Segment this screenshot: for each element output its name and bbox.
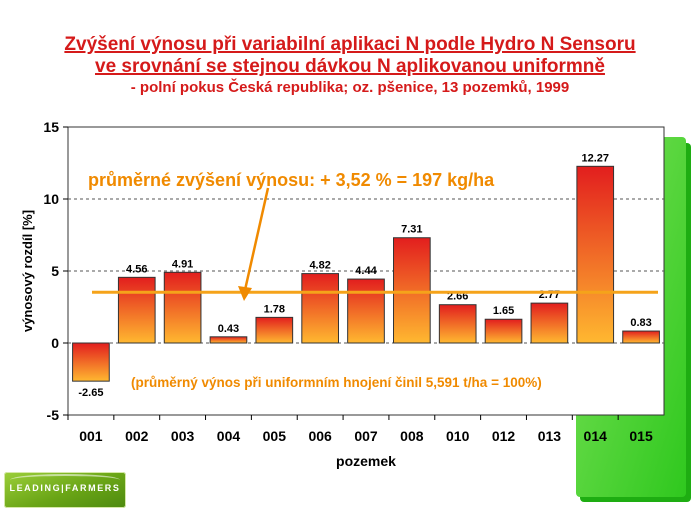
y-tick-label: 0 (51, 335, 59, 351)
x-tick-label: 006 (308, 428, 332, 444)
x-axis-label: pozemek (336, 453, 396, 469)
bar-value-label: 0.83 (630, 317, 651, 329)
bar (622, 330, 660, 344)
logo-text: LEADING|FARMERS (9, 483, 121, 493)
leading-farmers-logo: LEADING|FARMERS (4, 472, 126, 508)
bar (576, 165, 615, 344)
x-tick-label: 008 (400, 428, 424, 444)
bar (530, 302, 569, 344)
chart-title-line-1: Zvýšení výnosu při variabilní aplikaci N… (64, 34, 636, 55)
x-tick-label: 004 (217, 428, 241, 444)
x-tick-label: 014 (584, 428, 608, 444)
plot-area (67, 126, 665, 416)
x-tick-label: 001 (79, 428, 103, 444)
y-tick-label: -5 (47, 407, 60, 423)
bar-value-label: 1.65 (493, 305, 514, 317)
x-tick-label: 003 (171, 428, 195, 444)
x-tick-label: 007 (354, 428, 378, 444)
bar-value-label: -2.65 (78, 387, 103, 399)
bar (393, 237, 431, 344)
bar-value-label: 4.82 (309, 260, 330, 272)
bar-value-label: 4.56 (126, 263, 147, 275)
annotation-arrowhead (238, 286, 252, 301)
bar-value-label: 4.91 (172, 258, 193, 270)
bar (72, 342, 110, 382)
bar-value-label: 7.31 (401, 224, 422, 236)
y-tick-label: 15 (43, 119, 59, 135)
average-annotation: průměrné zvýšení výnosu: + 3,52 % = 197 … (88, 170, 495, 190)
bar-value-label: 12.27 (581, 152, 609, 164)
bar (209, 336, 248, 344)
bar (438, 304, 477, 344)
x-tick-label: 002 (125, 428, 149, 444)
y-tick-label: 5 (51, 263, 59, 279)
bar (255, 316, 294, 344)
bar (484, 318, 523, 344)
x-tick-label: 015 (629, 428, 653, 444)
chart-subtitle: - polní pokus Česká republika; oz. pšeni… (130, 79, 570, 96)
bar (347, 278, 385, 344)
bar (117, 276, 156, 344)
logo-swirl (10, 474, 120, 486)
x-tick-label: 013 (538, 428, 562, 444)
x-tick-label: 010 (446, 428, 470, 444)
x-tick-label: 012 (492, 428, 516, 444)
bar-value-label: 4.44 (355, 265, 377, 277)
bar-value-label: 1.78 (264, 303, 285, 315)
chart-title-line-2: ve srovnání se stejnou dávkou N aplikova… (95, 56, 605, 77)
bar (301, 273, 339, 344)
y-axis-label: výnosový rozdíl [%] (20, 210, 35, 332)
uniform-yield-note: (průměrný výnos při uniformním hnojení č… (131, 375, 542, 390)
annotation-arrow (243, 187, 270, 291)
bar (163, 271, 202, 344)
title-block: Zvýšení výnosu při variabilní aplikaci N… (0, 34, 700, 98)
x-tick-label: 005 (263, 428, 287, 444)
bar-value-label: 0.43 (218, 323, 239, 335)
y-tick-label: 10 (43, 191, 59, 207)
